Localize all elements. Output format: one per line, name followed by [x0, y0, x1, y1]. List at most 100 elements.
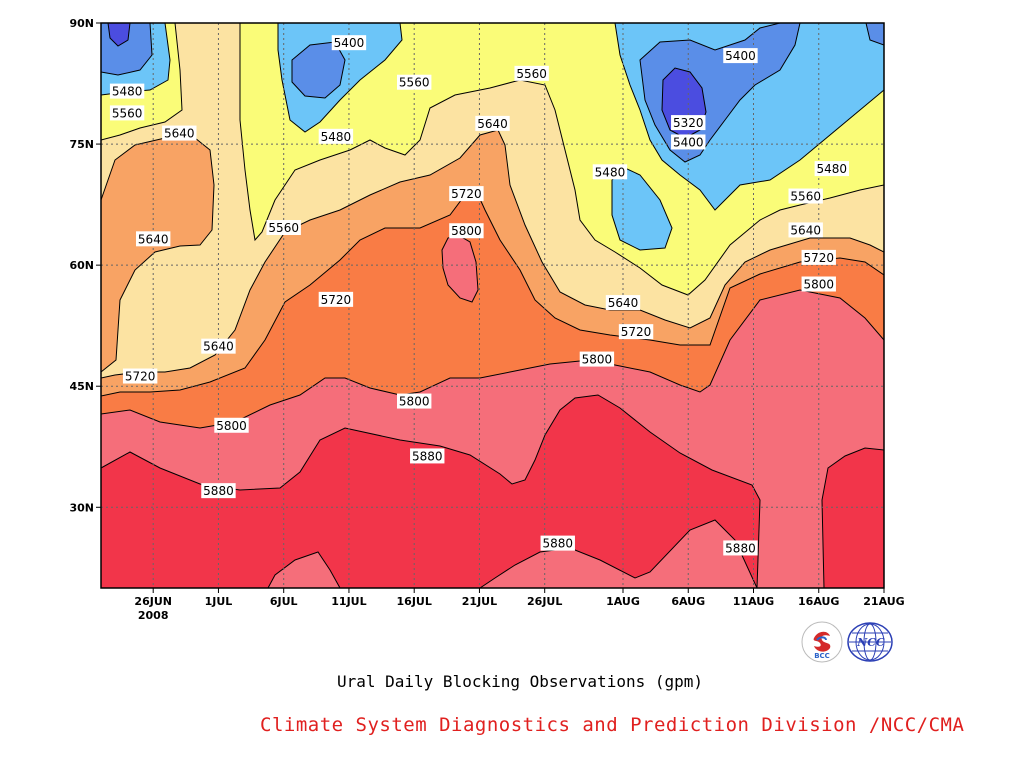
contour-label: 5560 [514, 65, 549, 81]
contour-label-bg [514, 65, 549, 81]
contour-label: 5880 [201, 483, 236, 499]
contour-label-text: 5560 [399, 76, 430, 90]
contour-label-text: 5480 [321, 130, 352, 144]
contour-label: 5640 [788, 222, 823, 238]
contour-label-text: 5720 [451, 187, 482, 201]
contour-label-text: 5640 [477, 117, 508, 131]
x-tick-label: 21AUG [863, 595, 904, 608]
contour-label: 5880 [723, 540, 758, 556]
contour-label-bg [540, 535, 575, 551]
contour-label-bg [801, 249, 836, 265]
y-tick-label: 45N [69, 380, 94, 393]
contour-label-bg [266, 220, 301, 236]
contour-label-text: 5560 [516, 67, 547, 81]
contour-label-text: 5560 [268, 221, 299, 235]
contour-label: 5800 [801, 276, 836, 292]
contour-label: 5800 [579, 351, 615, 367]
y-axis: 30N 45N 60N 75N 90N [69, 17, 101, 514]
y-tick-label: 60N [69, 259, 94, 272]
y-tick-label: 90N [69, 17, 94, 30]
contour-label-bg [788, 188, 823, 204]
contour-label-bg [449, 186, 484, 202]
contour-label: 5640 [201, 338, 236, 354]
contour-label-bg [331, 35, 367, 51]
contour-label-text: 5720 [803, 251, 834, 265]
band-5400-topright-corner [866, 23, 884, 45]
contour-label-bg [162, 125, 197, 141]
contour-label-text: 5480 [112, 85, 143, 99]
contour-label-text: 5720 [321, 293, 352, 307]
ncc-logo-icon: NCC [847, 622, 893, 662]
contour-label-text: 5640 [608, 296, 639, 310]
x-tick-label: 1AUG [606, 595, 640, 608]
contour-label: 5320 [671, 115, 706, 131]
contour-label-bg [397, 393, 432, 409]
x-tick-label: 11JUL [331, 595, 366, 608]
contour-label: 5560 [788, 188, 823, 204]
contour-label: 5720 [801, 249, 836, 265]
contour-label-bg [475, 115, 510, 131]
contour-label: 5800 [449, 223, 484, 239]
contour-label-bg [410, 448, 445, 464]
contour-label-bg [723, 48, 758, 64]
contour-label: 5480 [592, 164, 628, 180]
contour-label-text: 5640 [790, 223, 821, 237]
credit-line: Climate System Diagnostics and Predictio… [260, 714, 965, 736]
contour-label-bg [109, 105, 145, 121]
ncc-logo-text: NCC [856, 636, 885, 649]
contour-label-bg [109, 83, 145, 99]
contour-label: 5560 [397, 74, 432, 90]
contour-label-bg [579, 351, 615, 367]
contour-label-bg [318, 128, 354, 144]
band-5880-lower-mid [480, 520, 757, 588]
x-tick-label: 21JUL [462, 595, 497, 608]
contour-label-text: 5320 [673, 116, 704, 130]
bcc-logo-icon: BCC [801, 621, 843, 663]
y-tick-label: 30N [69, 501, 94, 514]
contour-label: 5720 [618, 324, 654, 340]
contour-label-bg [671, 115, 706, 131]
contour-label-text: 5800 [399, 395, 430, 409]
contour-label-bg [592, 164, 628, 180]
contour-label-text: 5640 [164, 127, 195, 141]
contour-label: 5640 [136, 231, 171, 247]
band-5880-lower-left [268, 552, 340, 588]
contour-label: 5800 [214, 417, 249, 433]
contour-label-text: 5480 [817, 162, 848, 176]
contour-label-bg [122, 368, 158, 384]
contour-label: 5720 [449, 186, 484, 202]
contour-label: 5640 [605, 295, 641, 311]
x-tick-label: 16JUL [397, 595, 432, 608]
x-tick-label: 11AUG [733, 595, 774, 608]
contour-label-bg [814, 161, 849, 177]
contour-label: 5480 [318, 128, 354, 144]
contour-label-text: 5800 [451, 224, 482, 238]
contour-label: 5400 [671, 134, 706, 150]
contour-label: 5640 [475, 115, 510, 131]
x-tick-label: 1JUL [205, 595, 233, 608]
contour-label-text: 5880 [412, 449, 443, 463]
contour-label-text: 5800 [582, 353, 613, 367]
band-5400-topmid [292, 42, 345, 98]
contour-label-bg [136, 231, 171, 247]
band-5480-right-island [612, 168, 672, 250]
contour-label-text: 5640 [203, 340, 234, 354]
contour-label-bg [449, 223, 484, 239]
contour-label: 5560 [266, 220, 301, 236]
band-5880-island-21jul [442, 235, 478, 302]
x-tick-label: 6JUL [270, 595, 298, 608]
contour-label-text: 5800 [803, 278, 834, 292]
x-axis: 26JUN 1JUL 6JUL 11JUL 16JUL 21JUL 26JUL 1AUG 6AU… [134, 588, 905, 608]
contour-label-text: 5880 [203, 484, 234, 498]
contour-label-bg [723, 540, 758, 556]
band-5320-topleft [108, 23, 130, 46]
contour-label: 5720 [318, 291, 354, 307]
contour-label-bg [201, 338, 236, 354]
contour-label: 5880 [540, 535, 575, 551]
contour-label-bg [618, 324, 654, 340]
x-year-label: 2008 [138, 609, 169, 622]
contour-label-text: 5800 [216, 419, 247, 433]
contour-label-text: 5560 [112, 106, 143, 120]
contour-label: 5480 [109, 83, 145, 99]
